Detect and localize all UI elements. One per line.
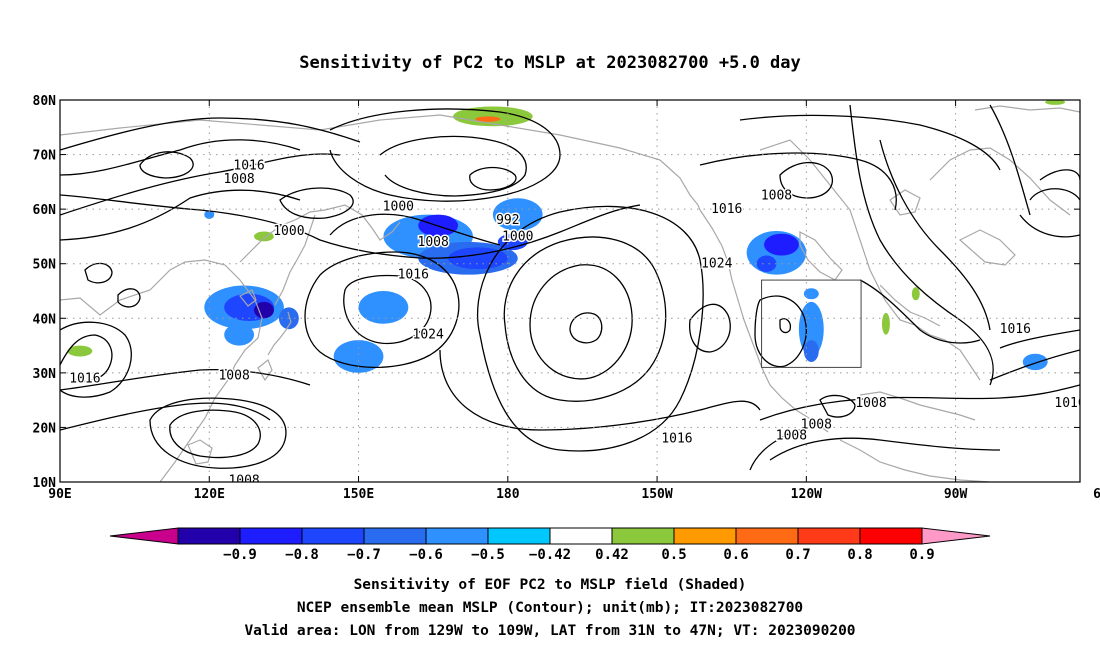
colorbar-swatch bbox=[735, 527, 799, 545]
colorbar-label: 0.7 bbox=[785, 547, 810, 563]
shaded-region bbox=[492, 198, 543, 231]
contour-label: 1016 bbox=[1000, 322, 1031, 337]
colorbar-swatch bbox=[301, 527, 365, 545]
lat-tick-label: 70N bbox=[33, 149, 57, 164]
colorbar-swatch bbox=[239, 527, 303, 545]
shaded-region bbox=[756, 255, 777, 272]
caption-line-1: Sensitivity of EOF PC2 to MSLP field (Sh… bbox=[354, 577, 747, 593]
lon-tick-label: 150E bbox=[343, 487, 374, 502]
colorbar-label: 0.8 bbox=[847, 547, 872, 563]
lat-tick-label: 10N bbox=[33, 476, 57, 491]
contour-label: 1000 bbox=[502, 229, 533, 244]
colorbar-swatch bbox=[177, 527, 241, 545]
contour-label: 1016 bbox=[69, 371, 100, 386]
colorbar-swatch bbox=[425, 527, 489, 545]
colorbar-label: 0.6 bbox=[723, 547, 748, 563]
contour-label: 1008 bbox=[218, 369, 249, 384]
map-frame bbox=[59, 99, 1081, 483]
lat-tick-label: 60N bbox=[33, 203, 57, 218]
colorbar-swatch bbox=[549, 527, 613, 545]
lon-tick-label: 120W bbox=[791, 487, 822, 502]
contour-label: 992 bbox=[496, 213, 519, 228]
shaded-region bbox=[254, 301, 274, 319]
colorbar-label: −0.7 bbox=[347, 547, 381, 563]
colorbar-swatch bbox=[673, 527, 737, 545]
shaded-region bbox=[453, 106, 533, 127]
lat-tick-label: 40N bbox=[33, 312, 57, 327]
lon-tick-label: 180 bbox=[496, 487, 520, 502]
contour-label: 1016 bbox=[711, 202, 742, 217]
shaded-region bbox=[67, 345, 93, 357]
shaded-region bbox=[1090, 340, 1100, 362]
colorbar-swatch bbox=[859, 527, 923, 545]
contour-label: 1008 bbox=[761, 189, 792, 204]
contour-label: 1016 bbox=[661, 431, 692, 446]
shaded-region bbox=[204, 210, 215, 219]
lat-tick-label: 50N bbox=[33, 258, 57, 273]
colorbar-swatch bbox=[487, 527, 551, 545]
colorbar-label: −0.42 bbox=[529, 547, 571, 563]
colorbar-label: −0.5 bbox=[471, 547, 505, 563]
colorbar-high-arrow bbox=[921, 527, 991, 545]
contour-label: 1016 bbox=[398, 268, 429, 283]
colorbar-swatch bbox=[797, 527, 861, 545]
lon-tick-label: 90W bbox=[944, 487, 968, 502]
lon-tick-label: 60W bbox=[1093, 487, 1100, 502]
lat-tick-label: 30N bbox=[33, 367, 57, 382]
contour-label: 1008 bbox=[801, 418, 832, 433]
contour-label: 1016 bbox=[1054, 396, 1085, 411]
shaded-region bbox=[475, 116, 501, 122]
shaded-region bbox=[881, 312, 890, 335]
contour-label: 1000 bbox=[1089, 142, 1100, 157]
shaded-region bbox=[803, 340, 819, 362]
colorbar-label: 0.9 bbox=[909, 547, 934, 563]
valid-area-rectangle bbox=[761, 279, 862, 368]
coastlines bbox=[60, 105, 1080, 482]
colorbar-swatch bbox=[611, 527, 675, 545]
mslp-contours bbox=[60, 104, 1080, 471]
contour-label: 1024 bbox=[701, 257, 732, 272]
colorbar-low-arrow bbox=[109, 527, 179, 545]
contour-label: 1008 bbox=[776, 429, 807, 444]
map-area: 1016100810001000100810169921000101610081… bbox=[60, 100, 1100, 488]
lon-tick-label: 90E bbox=[48, 487, 71, 502]
shaded-region bbox=[224, 323, 255, 346]
lon-tick-label: 150W bbox=[641, 487, 672, 502]
lat-lon-grid bbox=[60, 100, 1080, 482]
contour-label: 1008 bbox=[855, 396, 886, 411]
shaded-region bbox=[1095, 346, 1100, 357]
shaded-region bbox=[911, 287, 920, 301]
colorbar-label: −0.6 bbox=[409, 547, 443, 563]
map-title: Sensitivity of PC2 to MSLP at 2023082700… bbox=[299, 53, 801, 73]
shaded-region bbox=[1045, 100, 1066, 105]
colorbar-label: 0.42 bbox=[595, 547, 629, 563]
caption-line-2: NCEP ensemble mean MSLP (Contour); unit(… bbox=[297, 600, 803, 616]
valid-area-box bbox=[761, 279, 862, 368]
contour-label: 1008 bbox=[418, 235, 449, 250]
lat-tick-label: 20N bbox=[33, 421, 57, 436]
contour-label: 1008 bbox=[223, 172, 254, 187]
contour-labels: 1016100810001000100810169921000101610081… bbox=[68, 142, 1100, 488]
shaded-region bbox=[803, 288, 819, 300]
contour-label: 1000 bbox=[273, 224, 304, 239]
colorbar-label: −0.9 bbox=[223, 547, 257, 563]
lon-tick-label: 120E bbox=[194, 487, 225, 502]
colorbar-label: −0.8 bbox=[285, 547, 319, 563]
colorbar-label: 0.5 bbox=[661, 547, 686, 563]
contour-label: 1000 bbox=[383, 199, 414, 214]
colorbar: −0.9 −0.8 −0.7 −0.6 −0.5 −0.42 0.42 0.5 0.6 0.7 0.… bbox=[109, 527, 991, 563]
lat-tick-label: 80N bbox=[33, 94, 57, 109]
contour-label: 1024 bbox=[413, 328, 444, 343]
contour-label: 1008 bbox=[228, 473, 259, 488]
shaded-region bbox=[1022, 353, 1048, 371]
colorbar-swatch bbox=[363, 527, 427, 545]
contour-label: 1016 bbox=[233, 158, 264, 173]
caption-line-3: Valid area: LON from 129W to 109W, LAT f… bbox=[244, 623, 855, 639]
shaded-region bbox=[358, 291, 409, 324]
shaded-region bbox=[764, 233, 799, 256]
